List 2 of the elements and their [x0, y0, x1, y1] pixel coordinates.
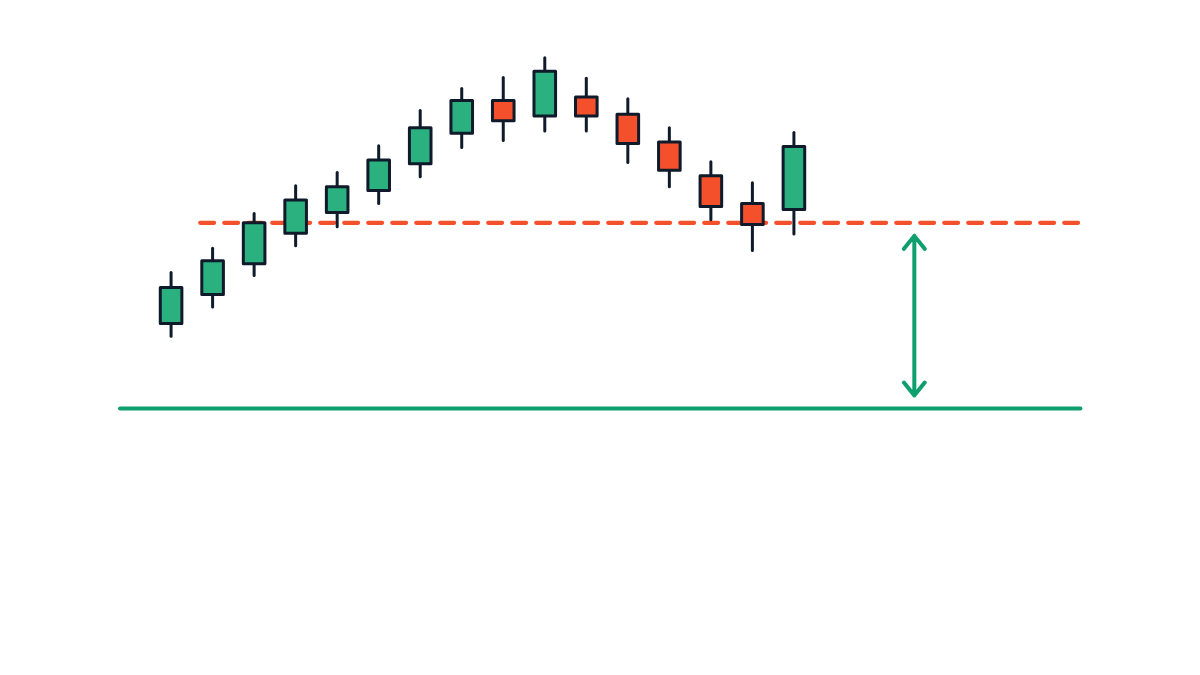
candlestick	[490, 76, 516, 142]
candlestick	[574, 76, 599, 133]
